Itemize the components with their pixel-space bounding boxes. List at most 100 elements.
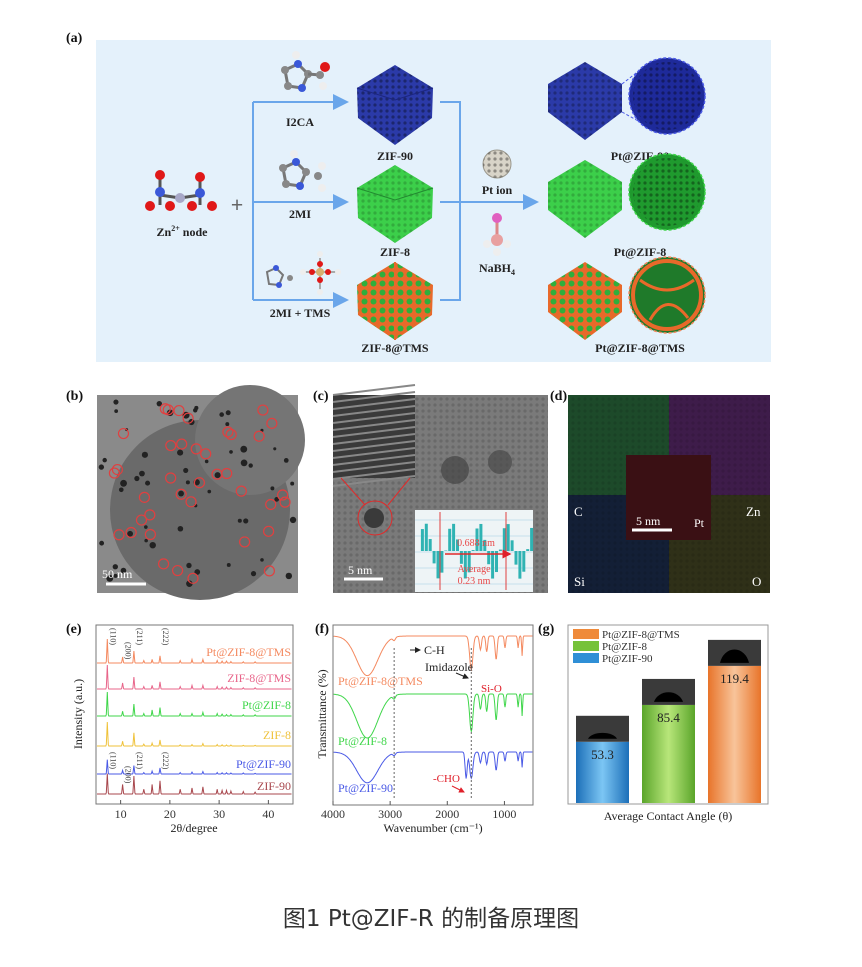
nanoparticle (177, 525, 184, 532)
particle-marker (187, 572, 199, 584)
particle-marker (117, 427, 130, 440)
profile-bar (424, 523, 428, 551)
xrd-legend-label: Pt@ZIF-90 (236, 757, 291, 771)
profile-bar (420, 529, 424, 551)
map-pt (626, 455, 711, 540)
bar (576, 741, 629, 803)
nanoparticle (120, 479, 127, 487)
profile-bar (463, 551, 467, 579)
profile-bar (456, 539, 459, 551)
ftir-xlabel: Wavenumber (cm⁻¹) (383, 821, 482, 835)
particle-marker (253, 430, 265, 442)
bar-value-label: 53.3 (591, 747, 614, 762)
hkl-label: (211) (135, 752, 144, 769)
nanoparticle (229, 450, 233, 454)
annotation-si-o: Si-O (481, 683, 502, 695)
nanoparticle (207, 489, 212, 494)
lattice-fringe-inset (332, 384, 416, 487)
profile-bar (428, 539, 432, 551)
particle-marker (165, 439, 177, 452)
xrd-trace (97, 691, 292, 717)
nanoparticle (250, 571, 257, 577)
particle-marker (185, 496, 197, 508)
droplet-icon (720, 649, 749, 663)
profile-bar (452, 523, 456, 551)
product-label-pt-zif8: Pt@ZIF-8 (614, 245, 667, 259)
i2ca-molecule-icon (281, 51, 330, 92)
nanoparticle (120, 567, 127, 574)
lattice-fringe (332, 384, 416, 396)
scale-bar-label-c: 5 nm (348, 563, 373, 577)
nanoparticle (156, 400, 162, 407)
average-label: Average (457, 564, 491, 575)
particle-marker (193, 477, 206, 489)
xrd-legend-label: ZIF-90 (257, 779, 291, 793)
zif8-tms-crystal-icon (357, 262, 433, 340)
figure-caption: 图1 Pt@ZIF-R 的制备原理图 (283, 906, 579, 932)
xrd-plot: Pt@ZIF-8@TMS ZIF-8@TMS Pt@ZIF-8 ZIF-8 Pt@ZIF… (97, 628, 292, 821)
particle-marker (144, 528, 156, 541)
bar-value-label: 85.4 (657, 710, 680, 725)
nanoparticle (98, 464, 105, 470)
droplet-icon (654, 692, 683, 702)
nanoparticle (134, 475, 140, 482)
nanoparticle (225, 422, 230, 427)
lattice-fringe (332, 419, 416, 431)
zn-node-label: Zn2+ node (157, 224, 209, 239)
reagent-nabh4: NaBH4 (479, 261, 515, 277)
nanoparticle (149, 541, 156, 549)
profile-bar (491, 551, 495, 579)
particle-marker (111, 463, 124, 476)
bar-chart: 53.3 85.4 119.4 Pt@ZIF-8@TMSPt@ZIF-8Pt@ZIF-… (573, 629, 761, 803)
zoom-indicator (340, 477, 411, 536)
ftir-axes (332, 624, 534, 806)
nanoparticle (240, 445, 248, 453)
panel-label-a: (a) (66, 31, 83, 46)
map-label-pt: Pt (694, 516, 705, 530)
xrd-trace (97, 721, 292, 747)
panel-label-b: (b) (66, 389, 83, 404)
particle-marker (125, 526, 137, 539)
hkl-label: (110) (108, 628, 117, 645)
lattice-fringe (332, 398, 416, 410)
nanoparticle (144, 538, 148, 543)
xrd-tick-label: 40 (262, 807, 274, 821)
profile-bar (436, 551, 440, 579)
bar (708, 665, 761, 803)
lattice-fringe (332, 461, 416, 473)
legend-label: Pt@ZIF-90 (602, 653, 653, 665)
particle-marker (173, 404, 185, 417)
lattice-fringe (332, 468, 416, 480)
scale-bar-label-b: 50 nm (102, 567, 133, 581)
plus-sign: + (231, 192, 244, 217)
lattice-fringe (332, 405, 416, 417)
product-label-pt-zif8-tms: Pt@ZIF-8@TMS (595, 341, 685, 355)
profile-bar (502, 528, 506, 551)
nanoparticle (243, 518, 249, 524)
hkl-label: (200) (124, 642, 133, 660)
nabh4-molecule-icon (483, 213, 511, 256)
particle-marker (277, 489, 289, 501)
particle-marker (157, 558, 170, 570)
profile-bar (506, 524, 510, 551)
ftir-trace (333, 635, 533, 677)
profile-bar (495, 551, 498, 573)
hkl-label: (211) (135, 628, 144, 645)
nanoparticle (248, 463, 253, 468)
map-label-c: C (574, 504, 583, 519)
particle-marker (222, 426, 234, 438)
hkl-label: (222) (161, 628, 170, 646)
line-profile-inset (415, 510, 534, 592)
ftir-trace (333, 751, 533, 784)
lattice-fringe (332, 433, 416, 445)
nanoparticle (114, 409, 119, 414)
linker-label-2mi-tms: 2MI + TMS (270, 306, 331, 320)
bar-xlabel: Average Contact Angle (θ) (604, 809, 732, 823)
lattice-fringe (332, 391, 416, 403)
nanoparticle (194, 569, 201, 575)
particle-marker (265, 498, 277, 511)
zn-node-molecule-icon (145, 170, 217, 211)
pt-zif8-tms-product-icon (548, 256, 706, 340)
map-label-o: O (752, 574, 761, 589)
